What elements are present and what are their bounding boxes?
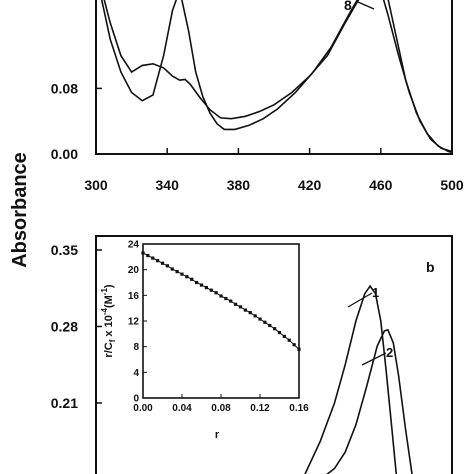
inset-point — [224, 296, 228, 301]
inset-frame — [142, 243, 300, 399]
panel-a-annotation: 8 — [344, 0, 352, 13]
inset-x-tick-label: 0.04 — [172, 403, 192, 414]
inset-y-tick-label: 20 — [128, 265, 140, 276]
panel-a-x-tick-label: 460 — [369, 177, 393, 193]
inset-y-tick-label: 4 — [133, 368, 139, 379]
inset-y-tick-label: 12 — [128, 317, 140, 328]
panel-a-y-tick-label: 0.08 — [51, 80, 78, 96]
inset-y-tick-label: 0 — [133, 394, 139, 405]
inset-y-tick-label: 16 — [128, 291, 140, 302]
panel-b-frame — [95, 235, 453, 474]
panel-a-series-1 — [103, 0, 453, 154]
panel-a-y-ticks: 0.00 0.08 — [51, 80, 102, 162]
curve-1-leader — [347, 292, 373, 308]
panel-b-y-tick-label: 0.35 — [51, 242, 78, 258]
panel-b: 0.21 0.28 0.35 b 1 2 0.00 0.04 0.08 0.12 0.16 … — [51, 235, 453, 474]
inset-point — [263, 320, 267, 324]
panel-b-series-1 — [304, 284, 398, 474]
inset-point — [268, 323, 272, 328]
panel-b-curves — [304, 284, 413, 474]
inset-point — [175, 269, 179, 274]
inset-point — [170, 267, 174, 271]
curve-2-leader — [361, 352, 387, 366]
inset-y-tick-label: 24 — [128, 240, 140, 251]
panel-b-y-ticks: 0.21 0.28 0.35 — [51, 242, 102, 411]
inset-point — [160, 261, 165, 265]
inset-x-tick-label: 0.12 — [250, 403, 270, 414]
inset-point — [190, 277, 194, 281]
inset-point — [199, 283, 204, 287]
inset-point — [248, 311, 252, 315]
inset-x-label: r — [215, 429, 220, 441]
svg-text:r/Cf x 10-4(M-1): r/Cf x 10-4(M-1) — [100, 284, 117, 358]
panel-b-label: b — [426, 259, 435, 275]
inset-point — [141, 251, 145, 255]
inset-point — [297, 347, 301, 351]
panel-a-curves — [100, 0, 453, 154]
panel-b-y-tick-label: 0.21 — [51, 395, 78, 411]
inset-point — [282, 334, 286, 338]
curve-2-label: 2 — [386, 345, 393, 360]
inset-point — [151, 256, 155, 260]
curve-1-label: 1 — [372, 285, 379, 300]
inset-point — [243, 308, 247, 312]
inset-point — [204, 286, 208, 290]
y-axis-label: Absorbance — [9, 152, 31, 268]
inset-point — [165, 264, 169, 268]
panel-a-x-tick-label: 340 — [156, 177, 180, 193]
inset-point — [180, 272, 184, 276]
inset-x-tick-label: 0.08 — [211, 403, 231, 414]
inset-point — [287, 338, 291, 342]
inset-point — [238, 305, 243, 309]
inset-point — [253, 314, 257, 318]
panel-b-y-tick-label: 0.28 — [51, 318, 78, 334]
panel-a-y-tick-label: 0.00 — [51, 146, 78, 162]
inset-point — [277, 330, 282, 335]
inset-point — [195, 280, 199, 285]
inset-point — [273, 327, 277, 331]
inset-y-ticks: 0 4 8 12 16 20 24 — [128, 240, 147, 405]
inset-point — [292, 343, 296, 347]
inset-points — [141, 251, 301, 351]
inset-point — [185, 275, 189, 279]
inset-x-tick-label: 0.16 — [289, 403, 309, 414]
panel-a-label-leader — [357, 1, 375, 10]
inset-x-ticks: 0.00 0.04 0.08 0.12 0.16 — [133, 394, 309, 414]
panel-a-frame — [95, 0, 453, 155]
inset-point — [219, 294, 223, 298]
inset-x-tick-label: 0.00 — [133, 403, 153, 414]
panel-a-x-tick-label: 420 — [298, 177, 322, 193]
panel-a: 300 340 380 420 460 500 0.00 0.08 8 — [51, 0, 464, 193]
inset-y-tick-label: 8 — [133, 342, 139, 353]
inset-point — [156, 259, 160, 263]
inset-point — [209, 288, 213, 292]
panel-a-x-tick-label: 500 — [440, 177, 464, 193]
panel-a-x-tick-label: 380 — [227, 177, 251, 193]
inset-point — [146, 253, 150, 258]
inset-chart: 0.00 0.04 0.08 0.12 0.16 0 4 8 12 16 20 24 r r/Cf … — [100, 240, 309, 442]
panel-a-x-ticks: 300 340 380 420 460 500 — [84, 148, 464, 193]
panel-b-series-2 — [326, 328, 413, 474]
inset-y-label: r/Cf x 10-4(M-1) — [100, 284, 117, 358]
inset-point — [229, 299, 233, 303]
inset-point — [214, 291, 218, 295]
panel-a-series-2 — [100, 0, 453, 153]
inset-point — [258, 317, 262, 321]
inset-point — [234, 302, 238, 306]
panel-a-x-tick-label: 300 — [84, 177, 108, 193]
